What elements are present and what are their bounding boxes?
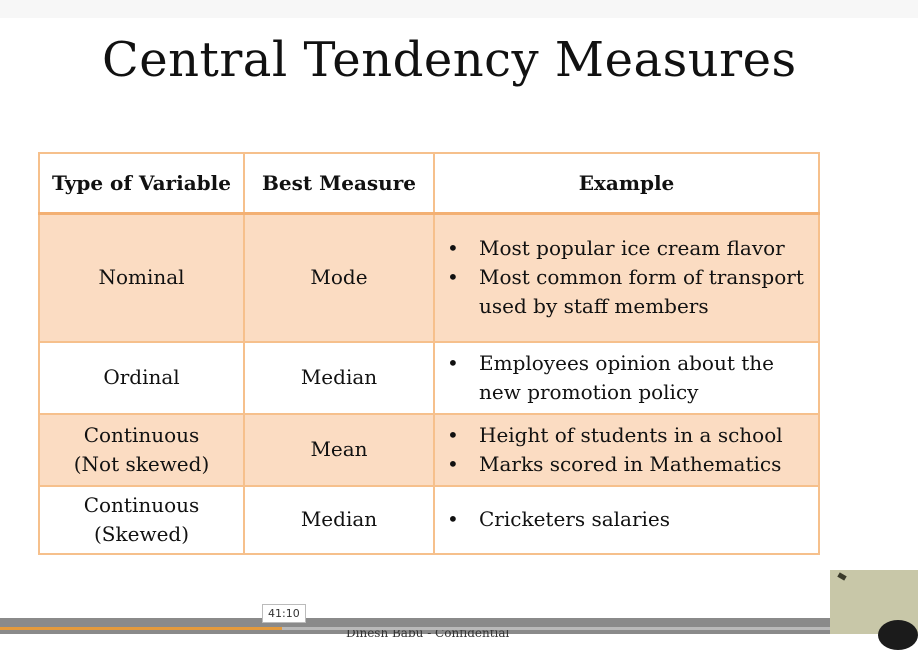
measure-cell: Median bbox=[243, 340, 435, 415]
bullet-icon: • bbox=[447, 236, 459, 261]
example-item: • Marks scored in Mathematics bbox=[435, 450, 808, 479]
seek-timestamp-tooltip: 41:10 bbox=[262, 604, 306, 623]
header-type-of-variable: Type of Variable bbox=[38, 152, 245, 215]
bullet-icon: • bbox=[447, 507, 459, 531]
bullet-icon: • bbox=[447, 350, 459, 375]
header-example: Example bbox=[433, 152, 820, 215]
example-cell: • Employees opinion about the new promoti… bbox=[433, 340, 820, 415]
presenter-silhouette bbox=[878, 620, 918, 650]
example-item: • Height of students in a school bbox=[435, 421, 808, 450]
type-cell: Nominal bbox=[38, 212, 245, 343]
example-item: • Employees opinion about the new promoti… bbox=[447, 350, 774, 404]
example-cell: • Cricketers salaries bbox=[433, 484, 820, 555]
type-sublabel: (Skewed) bbox=[93, 521, 190, 546]
example-cell: • Most popular ice cream flavor • Most com… bbox=[433, 212, 820, 343]
measure-cell: Mode bbox=[243, 212, 435, 343]
progress-fill[interactable] bbox=[0, 627, 283, 630]
measure-cell: Median bbox=[243, 484, 435, 555]
bullet-icon: • bbox=[447, 265, 459, 290]
slide-title: Central Tendency Measures bbox=[102, 32, 797, 88]
bullet-icon: • bbox=[447, 422, 459, 447]
progress-track[interactable] bbox=[0, 627, 830, 630]
central-tendency-table: Type of Variable Best Measure Example No… bbox=[38, 152, 820, 555]
example-item: • Most popular ice cream flavor bbox=[435, 234, 808, 263]
type-cell: Continuous (Skewed) bbox=[38, 484, 245, 555]
table-header-row: Type of Variable Best Measure Example bbox=[38, 152, 820, 215]
table-row: Continuous (Skewed) Median • Cricketers s… bbox=[38, 484, 820, 555]
webcam-thumbnail bbox=[830, 570, 918, 650]
example-item: • Cricketers salaries bbox=[435, 505, 808, 534]
video-control-bar[interactable] bbox=[0, 618, 830, 634]
type-cell: Ordinal bbox=[38, 340, 245, 415]
type-label: Continuous bbox=[83, 492, 200, 517]
example-cell: • Height of students in a school • Marks s… bbox=[433, 412, 820, 487]
type-label: Ordinal bbox=[103, 365, 180, 389]
type-label: Continuous bbox=[83, 422, 200, 447]
example-item: • Most common form of transport used by s… bbox=[447, 265, 804, 319]
type-sublabel: (Not skewed) bbox=[73, 451, 210, 476]
type-cell: Continuous (Not skewed) bbox=[38, 412, 245, 487]
table-row: Continuous (Not skewed) Mean • Height of … bbox=[38, 412, 820, 487]
top-strip bbox=[0, 0, 918, 18]
measure-cell: Mean bbox=[243, 412, 435, 487]
bullet-icon: • bbox=[447, 451, 459, 476]
header-best-measure: Best Measure bbox=[243, 152, 435, 215]
table-row: Ordinal Median • Employees opinion about … bbox=[38, 340, 820, 415]
table-row: Nominal Mode • Most popular ice cream fla… bbox=[38, 212, 820, 343]
type-label: Nominal bbox=[98, 265, 185, 290]
webcam-detail bbox=[837, 572, 847, 581]
